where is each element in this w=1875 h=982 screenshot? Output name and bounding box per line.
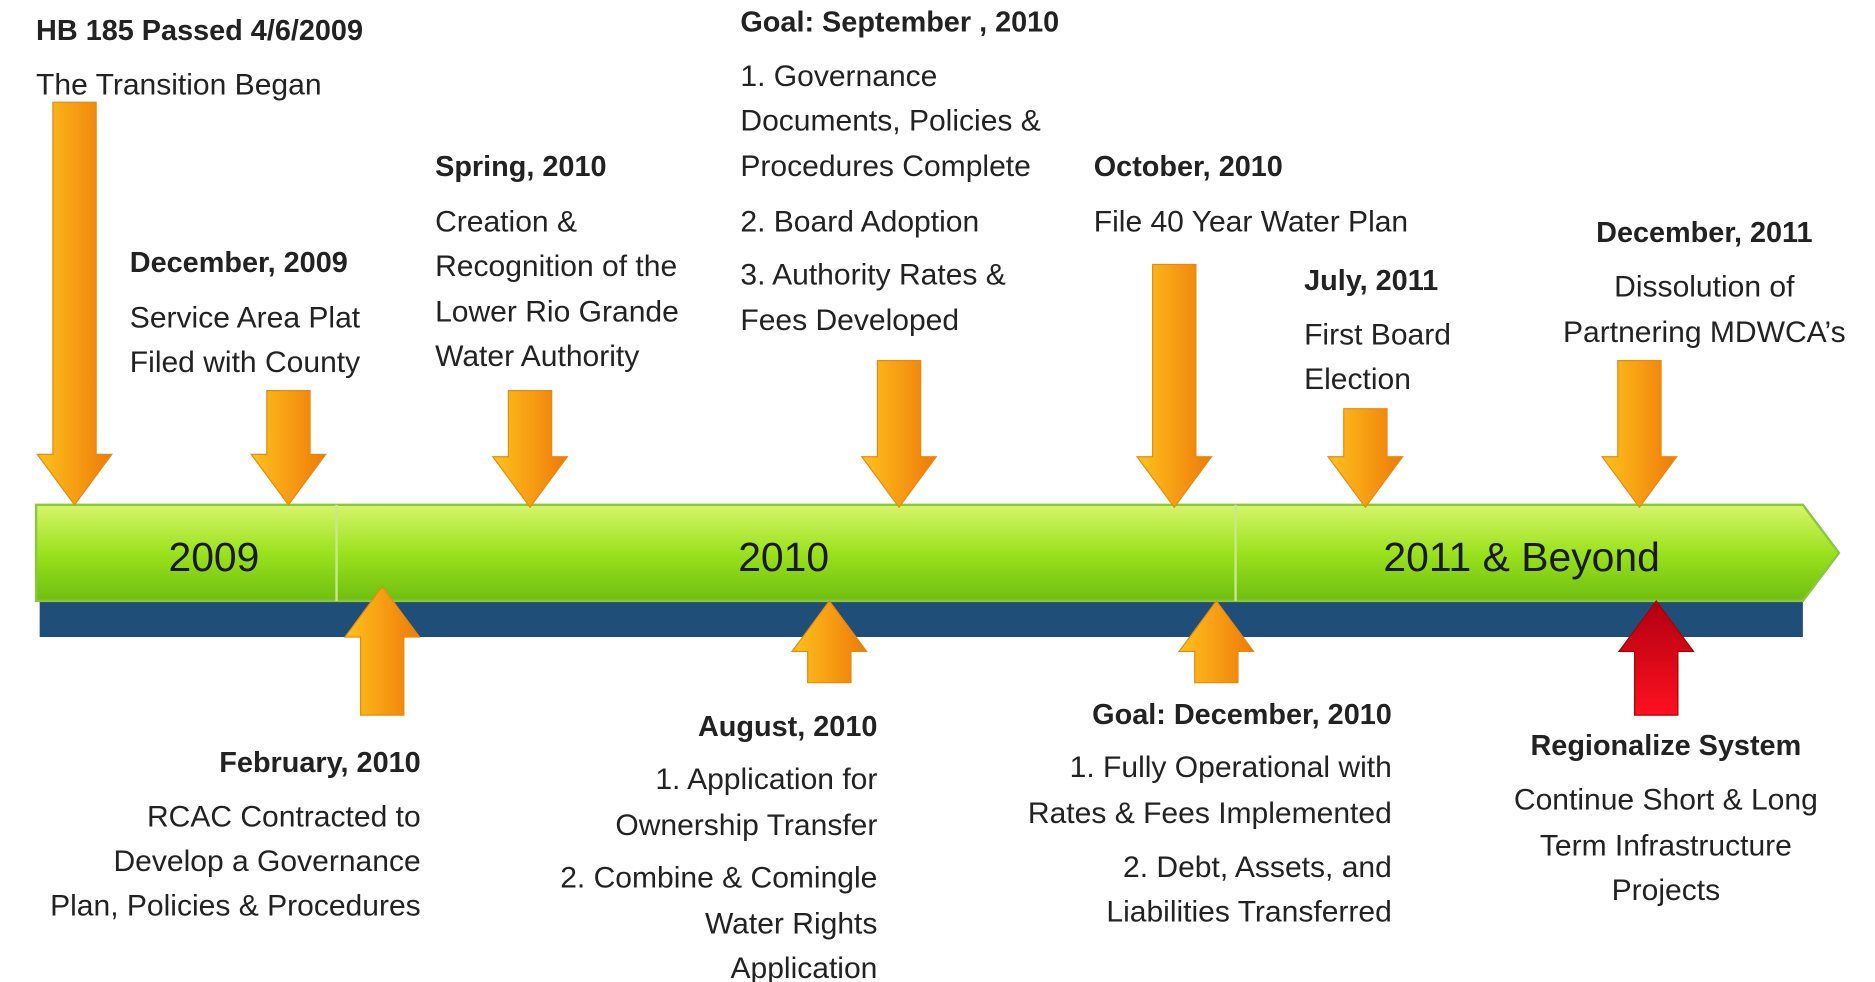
event-text: Partnering MDWCA’s: [1563, 316, 1846, 349]
event-text: Ownership Transfer: [615, 809, 877, 842]
event-text: Fees Developed: [740, 304, 959, 337]
event-text: Develop a Governance: [113, 845, 420, 878]
event-text: 1. Fully Operational with: [1070, 751, 1392, 784]
arrow: [860, 359, 938, 509]
segment-label: 2010: [738, 534, 829, 580]
segment-label: 2009: [168, 534, 259, 580]
event-text: 2. Board Adoption: [740, 206, 979, 239]
event-text: Recognition of the: [435, 250, 677, 283]
event-text: 3. Authority Rates &: [740, 258, 1005, 291]
event-text: Plan, Policies & Procedures: [50, 889, 421, 922]
event-text: 1. Governance: [740, 60, 937, 93]
arrow: [1617, 599, 1695, 716]
event-title: December, 2009: [130, 247, 348, 279]
event-text: Documents, Policies &: [740, 105, 1040, 138]
event-text: RCAC Contracted to: [147, 800, 421, 833]
event-text: Rates & Fees Implemented: [1028, 797, 1392, 830]
event-text: Filed with County: [130, 346, 360, 379]
event-text: Service Area Plat: [130, 302, 361, 335]
event-title: Goal: September , 2010: [740, 7, 1059, 39]
segment-label: 2011 & Beyond: [1383, 534, 1659, 580]
event-text: 2. Combine & Comingle: [560, 862, 877, 895]
event-title: October, 2010: [1094, 151, 1283, 183]
event-title: December, 2011: [1596, 217, 1812, 249]
event-title: August, 2010: [698, 711, 877, 743]
event-text: Dissolution of: [1614, 270, 1795, 303]
arrow: [250, 390, 327, 506]
event-text: Water Authority: [435, 340, 639, 373]
arrow: [491, 390, 569, 509]
event-text: Continue Short & Long: [1514, 784, 1818, 817]
event-text: Procedures Complete: [740, 150, 1030, 183]
event-text: Lower Rio Grande: [435, 296, 679, 329]
arrow: [1326, 408, 1404, 509]
arrow: [1177, 599, 1255, 684]
event-text: The Transition Began: [36, 68, 321, 101]
event-title: HB 185 Passed 4/6/2009: [36, 15, 363, 47]
event-text: Application: [730, 952, 877, 982]
event-text: 2. Debt, Assets, and: [1123, 851, 1392, 884]
event-text: Creation &: [435, 206, 577, 239]
event-text: Term Infrastructure: [1540, 829, 1792, 862]
event-text: First Board: [1304, 318, 1451, 351]
event-text: 1. Application for: [655, 763, 877, 796]
arrow: [1135, 263, 1213, 509]
event-text: Election: [1304, 363, 1411, 396]
base-bar: [39, 598, 1803, 638]
event-title: July, 2011: [1304, 265, 1438, 297]
event-title: Spring, 2010: [435, 151, 606, 183]
event-title: Regionalize System: [1530, 730, 1801, 762]
event-text: File 40 Year Water Plan: [1094, 206, 1408, 239]
arrow: [790, 599, 868, 684]
event-text: Water Rights: [705, 907, 877, 940]
event-text: Projects: [1612, 874, 1720, 907]
arrow: [1600, 359, 1678, 509]
event-text: Liabilities Transferred: [1106, 895, 1391, 928]
event-title: Goal: December, 2010: [1092, 699, 1392, 731]
arrow: [36, 101, 113, 506]
timeline-bar: [34, 503, 1841, 603]
arrow: [343, 585, 421, 716]
event-title: February, 2010: [219, 747, 420, 779]
